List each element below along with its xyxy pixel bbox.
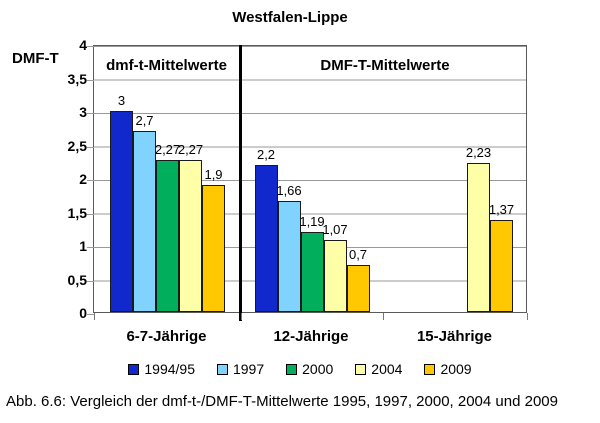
bar-group-15-Jährige: 2,23 1,37	[383, 44, 528, 312]
bar-value-label: 3	[117, 93, 126, 108]
x-axis-boundary-tick	[527, 313, 528, 320]
bar-value-label: 1,37	[488, 202, 515, 217]
x-category-label-12-Jährige: 12-Jährige	[273, 328, 349, 345]
bar-value-label: 1,66	[276, 183, 302, 198]
x-axis-category-labels: 6-7-Jährige 12-Jährige 15-Jährige	[93, 328, 527, 348]
legend-label: 2009	[440, 361, 472, 377]
bar-2009-6-7-Jährige	[202, 185, 225, 312]
plot-area: dmf-t-Mittelwerte DMF-T-Mittelwerte 3 2,7…	[87, 44, 528, 321]
panel-divider-line	[239, 45, 242, 321]
y-tick-label: 2,5	[67, 137, 87, 154]
legend-swatch	[355, 363, 367, 375]
y-axis-tick-mark	[87, 46, 94, 47]
legend-label: 2000	[302, 361, 334, 377]
x-axis-boundary-tick	[94, 313, 95, 320]
bar-1994/95-6-7-Jährige	[110, 111, 133, 312]
bar-slot: 1,66	[276, 44, 302, 312]
y-tick-label: 3	[79, 104, 87, 120]
bar-slot: 2,23	[465, 44, 492, 312]
y-axis-tick-mark	[87, 180, 94, 181]
bar-group-6-7-Jährige: 3 2,7 2,27 2,27 1,9	[94, 44, 241, 312]
bar-slot	[421, 44, 444, 312]
bar-value-label: 2,2	[256, 147, 276, 162]
y-axis-tick-mark	[87, 247, 94, 248]
bar-2004-12-Jährige	[323, 240, 347, 312]
bar-2004-6-7-Jährige	[179, 160, 202, 312]
bar-slot: 1,9	[202, 44, 225, 312]
bar-2009-12-Jährige	[346, 265, 370, 312]
bar-slot: 1,07	[322, 44, 348, 312]
y-axis-tick-mark	[87, 213, 94, 215]
bar-value-label: 1,19	[299, 214, 325, 229]
bar-slot: 2,7	[133, 44, 156, 312]
bar-2009-15-Jährige	[490, 220, 513, 312]
bar-1997-6-7-Jährige	[133, 131, 156, 312]
bar-slot: 1,37	[488, 44, 515, 312]
legend-swatch	[216, 363, 228, 375]
bar-value-label: 2,27	[177, 142, 204, 157]
bar-slot: 0,7	[346, 44, 370, 312]
legend-item-2000: 2000	[286, 361, 333, 377]
bar-slot: 2,27	[154, 44, 181, 312]
bar-1994/95-12-Jährige	[254, 165, 278, 312]
panel-header-dmf-t: dmf-t-Mittelwerte	[106, 57, 227, 74]
x-axis-boundary-tick	[383, 313, 384, 320]
legend-item-2009: 2009	[424, 361, 472, 377]
bar-value-label: 0,7	[348, 247, 368, 262]
bar-slot	[398, 44, 421, 312]
bar-2000-12-Jährige	[300, 232, 324, 312]
legend-label: 2004	[371, 361, 403, 377]
bar-value-label: 1,9	[204, 167, 223, 182]
x-category-label-15-Jährige: 15-Jährige	[416, 328, 493, 345]
bar-value-label: 1,07	[322, 222, 348, 237]
y-axis-tick-mark	[87, 314, 94, 315]
legend-swatch	[424, 363, 436, 375]
legend-swatch	[128, 363, 140, 375]
legend-swatch	[286, 363, 298, 375]
y-axis-tick-mark	[87, 79, 94, 81]
y-tick-label: 0,5	[67, 271, 87, 288]
bar-slot: 2,27	[177, 44, 204, 312]
bar-slot: 1,19	[299, 44, 325, 312]
chart-title: Westfalen-Lippe	[232, 9, 348, 26]
bar-value-label: 2,7	[135, 113, 154, 128]
bar-value-label: 2,27	[154, 142, 181, 157]
x-axis-boundary-tick	[241, 313, 242, 320]
legend-item-1997: 1997	[216, 361, 265, 377]
bar-2000-6-7-Jährige	[156, 160, 179, 312]
y-axis-tick-labels: 4 3,5 3 2,5 2 1,5 1 0,5 0	[0, 37, 87, 321]
y-tick-label: 4	[79, 37, 87, 53]
y-tick-label: 0	[79, 305, 87, 321]
bar-slot: 2,2	[254, 44, 278, 312]
y-tick-label: 2	[79, 171, 87, 187]
y-axis-tick-mark	[87, 280, 94, 282]
bar-group-12-Jährige: 2,2 1,66 1,19 1,07 0,7	[241, 44, 383, 312]
legend: 1994/95 1997 2000 2004 2009	[0, 361, 600, 377]
y-axis-tick-mark	[87, 113, 94, 114]
bar-2004-15-Jährige	[467, 163, 490, 312]
figure-caption: Abb. 6.6: Vergleich der dmf-t-/DMF-T-Mit…	[6, 393, 558, 410]
y-tick-label: 3,5	[67, 70, 87, 87]
bar-value-label: 2,23	[465, 145, 492, 160]
y-tick-label: 1,5	[67, 204, 87, 221]
y-axis-title: DMF-T	[12, 50, 59, 67]
legend-label: 1994/95	[144, 361, 195, 377]
x-category-label-6-7-Jährige: 6-7-Jährige	[126, 328, 207, 345]
legend-item-1994/95: 1994/95	[128, 361, 195, 377]
bar-slot	[444, 44, 467, 312]
bar-slot: 3	[110, 44, 133, 312]
y-axis-tick-mark	[87, 146, 94, 148]
y-tick-label: 1	[79, 238, 87, 254]
bar-1997-12-Jährige	[277, 201, 301, 312]
panel-header-DMF-T: DMF-T-Mittelwerte	[320, 57, 450, 74]
legend-item-2004: 2004	[355, 361, 402, 377]
legend-label: 1997	[232, 361, 265, 377]
